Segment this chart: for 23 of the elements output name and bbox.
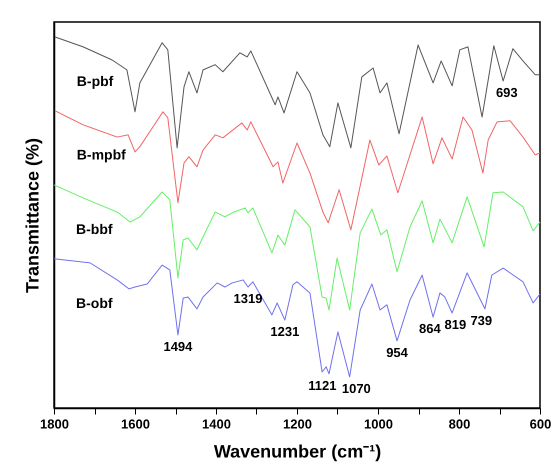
annotation: 1231: [270, 324, 300, 340]
series-label: B-bbf: [76, 220, 113, 237]
series-label: B-pbf: [76, 72, 114, 89]
x-tick-label: 800: [448, 416, 470, 432]
x-axis-title: Wavenumber (cm⁻¹): [214, 442, 382, 462]
x-tick-label: 600: [530, 416, 552, 432]
annotation: 954: [386, 344, 409, 360]
annotation: 739: [470, 312, 492, 328]
x-tick-label: 1600: [121, 416, 150, 432]
x-tick-label: 1200: [283, 416, 312, 432]
annotation: 864: [418, 321, 442, 336]
annotation: 693: [496, 85, 518, 100]
annotation: 1070: [342, 380, 371, 396]
annotation: 1121: [308, 378, 336, 393]
x-tick-label: 1000: [364, 416, 393, 432]
x-tick-label: 1800: [40, 416, 69, 432]
series-label: B-mpbf: [76, 146, 126, 163]
x-tick-label: 1400: [202, 416, 231, 432]
annotation: 1494: [163, 338, 194, 354]
series-label: B-obf: [76, 294, 113, 311]
y-axis-title: Transmittance (%): [22, 138, 42, 294]
annotation: 1319: [234, 291, 262, 306]
annotation: 819: [444, 316, 466, 332]
